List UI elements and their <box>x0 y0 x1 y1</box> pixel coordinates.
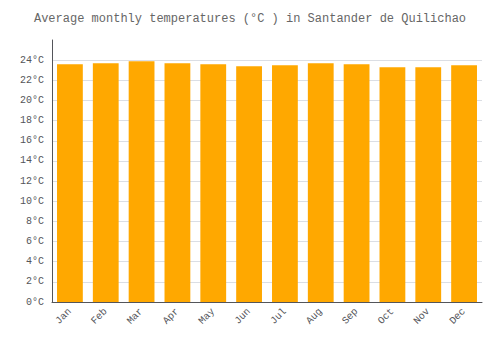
svg-text:22°C: 22°C <box>20 75 44 86</box>
svg-text:Jun: Jun <box>232 306 252 326</box>
svg-text:Feb: Feb <box>89 306 109 326</box>
svg-text:10°C: 10°C <box>20 196 44 207</box>
svg-text:Jul: Jul <box>268 306 288 326</box>
svg-text:May: May <box>197 306 217 326</box>
svg-text:6°C: 6°C <box>26 236 44 247</box>
svg-text:16°C: 16°C <box>20 135 44 146</box>
svg-text:18°C: 18°C <box>20 115 44 126</box>
svg-text:Jan: Jan <box>53 306 73 326</box>
svg-text:0°C: 0°C <box>26 297 44 308</box>
svg-text:Average monthly temperatures (: Average monthly temperatures (°C ) in Sa… <box>34 12 466 26</box>
svg-text:Nov: Nov <box>412 306 432 326</box>
svg-text:Mar: Mar <box>125 306 145 326</box>
svg-text:12°C: 12°C <box>20 176 44 187</box>
svg-text:8°C: 8°C <box>26 216 44 227</box>
svg-text:20°C: 20°C <box>20 95 44 106</box>
svg-text:24°C: 24°C <box>20 55 44 66</box>
svg-text:14°C: 14°C <box>20 155 44 166</box>
svg-text:2°C: 2°C <box>26 276 44 287</box>
svg-text:Sep: Sep <box>340 306 360 326</box>
svg-text:Oct: Oct <box>376 306 396 326</box>
svg-text:4°C: 4°C <box>26 256 44 267</box>
svg-text:Apr: Apr <box>161 306 181 326</box>
svg-text:Aug: Aug <box>304 306 324 326</box>
svg-text:Dec: Dec <box>447 306 467 326</box>
